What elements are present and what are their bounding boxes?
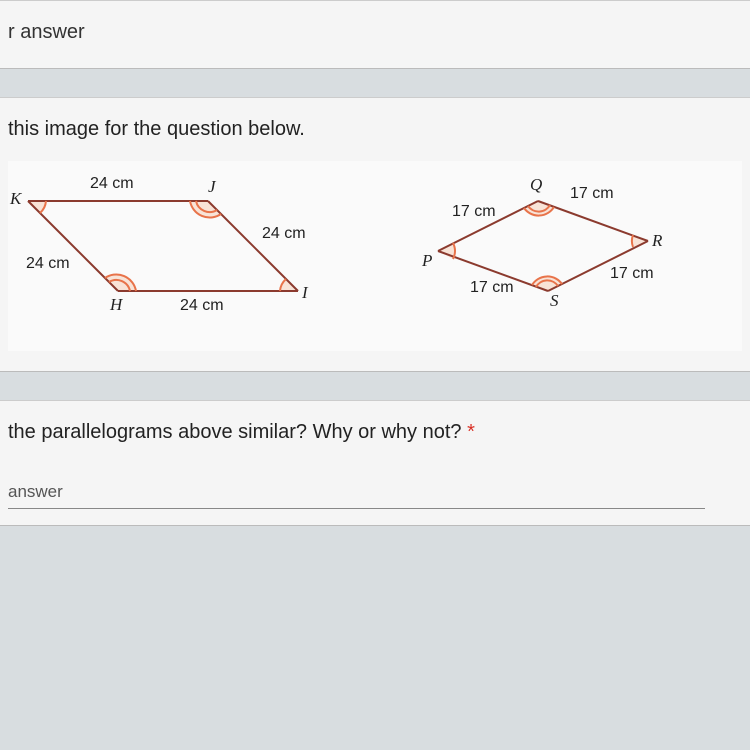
side-ji-label: 24 cm bbox=[262, 225, 306, 243]
vertex-k: K bbox=[10, 189, 21, 209]
side-pq-label: 17 cm bbox=[452, 203, 496, 221]
vertex-i: I bbox=[302, 283, 308, 303]
previous-answer-partial: r answer bbox=[8, 21, 742, 44]
question-body: the parallelograms above similar? Why or… bbox=[8, 421, 462, 443]
vertex-r: R bbox=[652, 231, 662, 251]
diagrams-container: K J I H 24 cm 24 cm 24 cm 24 cm bbox=[8, 161, 742, 351]
image-instruction: this image for the question below. bbox=[8, 118, 742, 141]
vertex-h: H bbox=[110, 295, 122, 315]
previous-answer-section: r answer bbox=[0, 0, 750, 69]
question-text: the parallelograms above similar? Why or… bbox=[8, 417, 742, 478]
vertex-p: P bbox=[422, 251, 432, 271]
left-parallelogram: K J I H 24 cm 24 cm 24 cm 24 cm bbox=[8, 161, 358, 341]
image-reference-section: this image for the question below. bbox=[0, 97, 750, 372]
required-marker: * bbox=[467, 421, 475, 443]
right-parallelogram: P Q R S 17 cm 17 cm 17 cm 17 cm bbox=[398, 161, 678, 341]
side-sp-label: 17 cm bbox=[470, 279, 514, 297]
side-qr-label: 17 cm bbox=[570, 185, 614, 203]
vertex-j: J bbox=[208, 177, 216, 197]
vertex-q: Q bbox=[530, 175, 542, 195]
side-kj-label: 24 cm bbox=[90, 175, 134, 193]
question-section: the parallelograms above similar? Why or… bbox=[0, 400, 750, 526]
side-ih-label: 24 cm bbox=[180, 297, 224, 315]
vertex-s: S bbox=[550, 291, 559, 311]
side-rs-label: 17 cm bbox=[610, 265, 654, 283]
answer-input[interactable]: answer bbox=[8, 478, 705, 509]
side-hk-label: 24 cm bbox=[26, 255, 70, 273]
